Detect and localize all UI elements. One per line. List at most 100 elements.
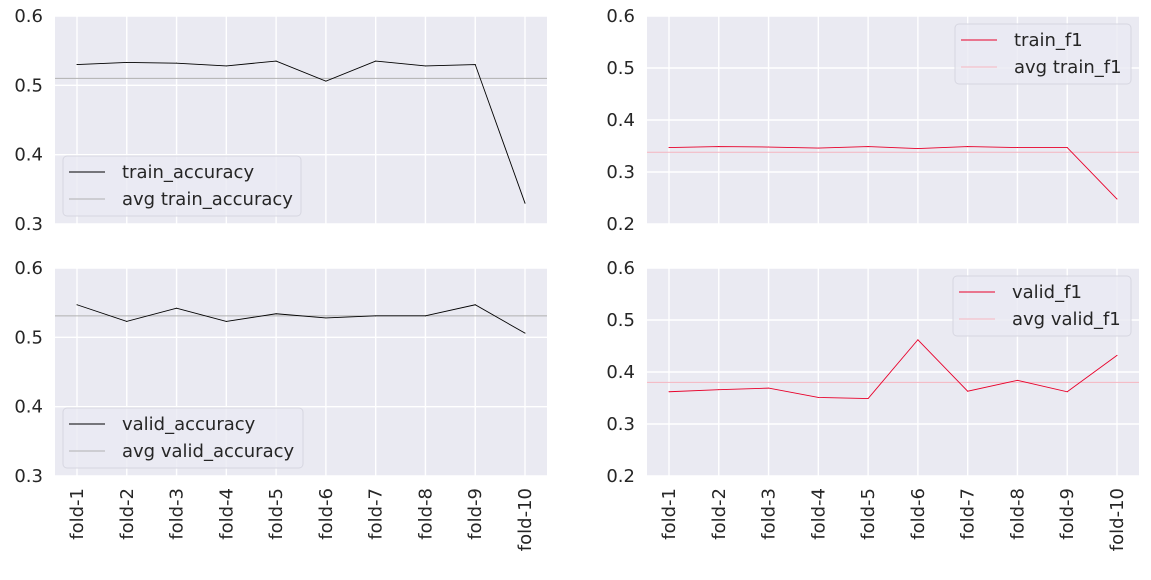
y-tick-label: 0.3 bbox=[14, 466, 43, 487]
x-tick-label: fold-2 bbox=[709, 488, 730, 540]
x-tick-label: fold-3 bbox=[759, 488, 780, 540]
legend-label-average: avg valid_f1 bbox=[1012, 309, 1121, 330]
data-point bbox=[817, 396, 819, 398]
x-tick-label: fold-10 bbox=[1107, 488, 1128, 551]
x-tick-label: fold-6 bbox=[908, 488, 929, 540]
data-point bbox=[917, 339, 919, 341]
data-point bbox=[126, 320, 128, 322]
legend-label-average: avg valid_accuracy bbox=[122, 441, 294, 462]
x-tick-label: fold-5 bbox=[266, 488, 287, 540]
y-tick-label: 0.6 bbox=[14, 6, 43, 27]
legend-label-series: valid_f1 bbox=[1012, 282, 1082, 303]
series-line-train-accuracy bbox=[76, 60, 526, 204]
x-tick-label: fold-8 bbox=[1007, 488, 1028, 540]
data-point bbox=[1066, 391, 1068, 393]
data-point bbox=[867, 146, 869, 148]
data-point bbox=[325, 80, 327, 82]
data-point bbox=[967, 146, 969, 148]
x-tick-label: fold-1 bbox=[659, 488, 680, 540]
x-tick-label: fold-7 bbox=[958, 488, 979, 540]
data-point bbox=[1066, 147, 1068, 149]
data-point bbox=[275, 313, 277, 315]
data-point bbox=[1016, 379, 1018, 381]
data-point bbox=[76, 64, 78, 66]
series-line-train-f1 bbox=[668, 146, 1118, 200]
x-tick-label: fold-4 bbox=[808, 488, 829, 540]
data-point bbox=[668, 147, 670, 149]
data-point bbox=[718, 389, 720, 391]
series-line-valid-accuracy bbox=[76, 304, 526, 334]
x-tick-label: fold-4 bbox=[216, 488, 237, 540]
series-line-valid-f1 bbox=[668, 339, 1118, 399]
x-tick-label: fold-7 bbox=[366, 488, 387, 540]
y-tick-label: 0.6 bbox=[14, 258, 43, 279]
data-point bbox=[967, 390, 969, 392]
x-tick-label: fold-9 bbox=[465, 488, 486, 540]
data-point bbox=[275, 60, 277, 62]
data-point bbox=[76, 304, 78, 306]
data-point bbox=[867, 398, 869, 400]
data-point bbox=[424, 315, 426, 317]
y-tick-label: 0.6 bbox=[606, 258, 635, 279]
data-point bbox=[176, 307, 178, 309]
x-tick-label: fold-5 bbox=[858, 488, 879, 540]
data-point bbox=[225, 65, 227, 67]
y-tick-label: 0.5 bbox=[14, 327, 43, 348]
subplot-valid-f1: 0.2 0.3 0.4 0.5 0.6 fold-1 fold-2 fold-3 fold-4 f… bbox=[606, 258, 1139, 551]
data-point bbox=[474, 64, 476, 66]
data-point bbox=[375, 315, 377, 317]
x-tick-label: fold-10 bbox=[515, 488, 536, 551]
data-point bbox=[1016, 147, 1018, 149]
data-point bbox=[126, 61, 128, 63]
legend-label-series: train_f1 bbox=[1014, 30, 1083, 51]
data-point bbox=[524, 202, 526, 204]
data-point bbox=[375, 60, 377, 62]
data-point bbox=[668, 391, 670, 393]
y-tick-label: 0.5 bbox=[606, 310, 635, 331]
data-point bbox=[768, 387, 770, 389]
x-tick-label: fold-9 bbox=[1057, 488, 1078, 540]
legend-label-average: avg train_accuracy bbox=[122, 189, 293, 210]
y-tick-label: 0.3 bbox=[606, 162, 635, 183]
y-tick-label: 0.6 bbox=[606, 6, 635, 27]
data-point bbox=[817, 147, 819, 149]
y-tick-label: 0.4 bbox=[606, 362, 635, 383]
data-point bbox=[917, 148, 919, 150]
data-point bbox=[225, 320, 227, 322]
legend-label-series: train_accuracy bbox=[122, 162, 254, 183]
x-tick-label: fold-3 bbox=[167, 488, 188, 540]
x-tick-label: fold-1 bbox=[67, 488, 88, 540]
legend-box bbox=[62, 155, 302, 217]
y-tick-label: 0.2 bbox=[606, 466, 635, 487]
y-tick-label: 0.4 bbox=[14, 145, 43, 166]
y-tick-label: 0.4 bbox=[606, 110, 635, 131]
subplot-valid-accuracy: 0.3 0.4 0.5 0.6 fold-1 fold-2 fold-3 fold-4 fold… bbox=[14, 258, 547, 551]
y-tick-label: 0.3 bbox=[606, 414, 635, 435]
y-tick-label: 0.5 bbox=[14, 75, 43, 96]
legend-box bbox=[62, 407, 304, 469]
y-tick-label: 0.2 bbox=[606, 214, 635, 235]
x-tick-label: fold-2 bbox=[117, 488, 138, 540]
y-tick-label: 0.3 bbox=[14, 214, 43, 235]
data-point bbox=[524, 332, 526, 334]
legend-label-average: avg train_f1 bbox=[1014, 57, 1122, 78]
legend-box bbox=[954, 23, 1132, 85]
data-point bbox=[325, 317, 327, 319]
data-point bbox=[1116, 198, 1118, 200]
data-point bbox=[176, 62, 178, 64]
data-point bbox=[1116, 354, 1118, 356]
y-tick-label: 0.4 bbox=[14, 397, 43, 418]
y-tick-label: 0.5 bbox=[606, 58, 635, 79]
data-point bbox=[718, 146, 720, 148]
legend-box bbox=[952, 275, 1132, 337]
legend-label-series: valid_accuracy bbox=[122, 414, 256, 435]
data-point bbox=[424, 65, 426, 67]
x-tick-label: fold-6 bbox=[316, 488, 337, 540]
